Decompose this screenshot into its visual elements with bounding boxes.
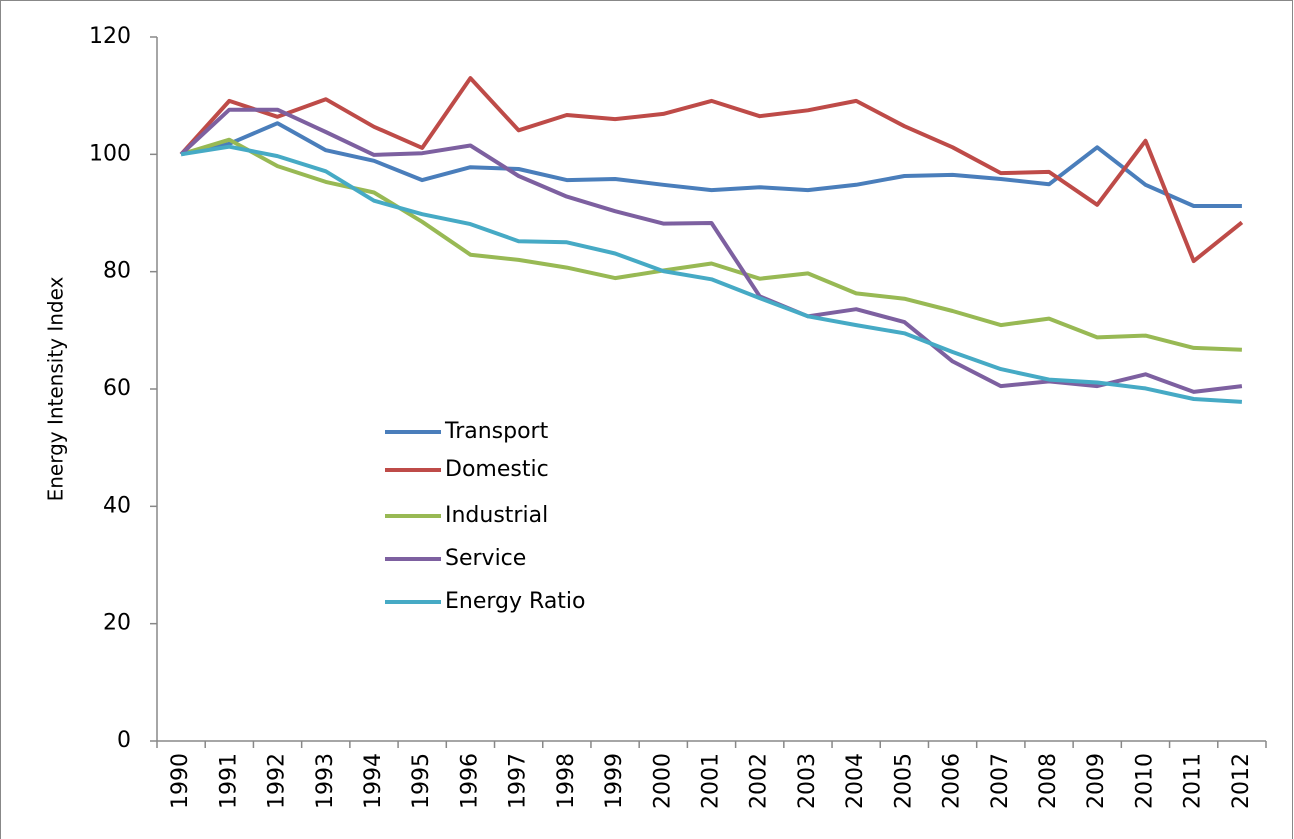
x-tick-label: 2008 [1036, 753, 1061, 809]
series-line [180, 137, 1242, 352]
x-tick-label: 2011 [1181, 753, 1206, 809]
y-tick-label: 20 [103, 611, 131, 636]
y-tick-label: 0 [117, 728, 131, 753]
x-tick-label: 1995 [409, 753, 434, 809]
legend-label: Industrial [445, 503, 548, 528]
series-line [179, 107, 1243, 394]
series-line [180, 144, 1243, 404]
x-tick-label: 1998 [554, 753, 579, 809]
x-tick-label: 2012 [1229, 753, 1254, 809]
y-tick-label: 40 [103, 493, 131, 518]
x-tick-label: 2005 [891, 753, 916, 809]
y-axis-title: Energy Intensity Index [44, 276, 68, 501]
x-tick-label: 2000 [650, 753, 675, 809]
y-tick-label: 80 [103, 259, 131, 284]
x-tick-label: 1992 [265, 753, 290, 809]
y-tick-label: 100 [89, 141, 131, 166]
x-tick-label: 2009 [1084, 753, 1109, 809]
x-tick-label: 1996 [457, 753, 482, 809]
y-tick-label: 60 [103, 376, 131, 401]
legend-label: Service [445, 546, 526, 571]
legend-label: Energy Ratio [445, 589, 586, 614]
y-tick-label: 120 [89, 24, 131, 49]
x-tick-label: 1993 [313, 753, 338, 809]
series-line [179, 76, 1244, 264]
x-tick-label: 1999 [602, 753, 627, 809]
x-tick-label: 1997 [506, 753, 531, 809]
series-line [180, 121, 1242, 208]
legend-label: Domestic [445, 457, 549, 482]
x-tick-label: 2002 [747, 753, 772, 809]
x-tick-label: 2007 [988, 753, 1013, 809]
x-tick-label: 2006 [940, 753, 965, 809]
x-tick-label: 1990 [168, 753, 193, 809]
x-tick-label: 1994 [361, 753, 386, 809]
x-tick-label: 2003 [795, 753, 820, 809]
x-tick-label: 1991 [216, 753, 241, 809]
legend-label: Transport [444, 419, 549, 444]
x-tick-label: 2010 [1132, 753, 1157, 809]
x-tick-label: 2004 [843, 753, 868, 809]
x-tick-label: 2001 [699, 753, 724, 809]
